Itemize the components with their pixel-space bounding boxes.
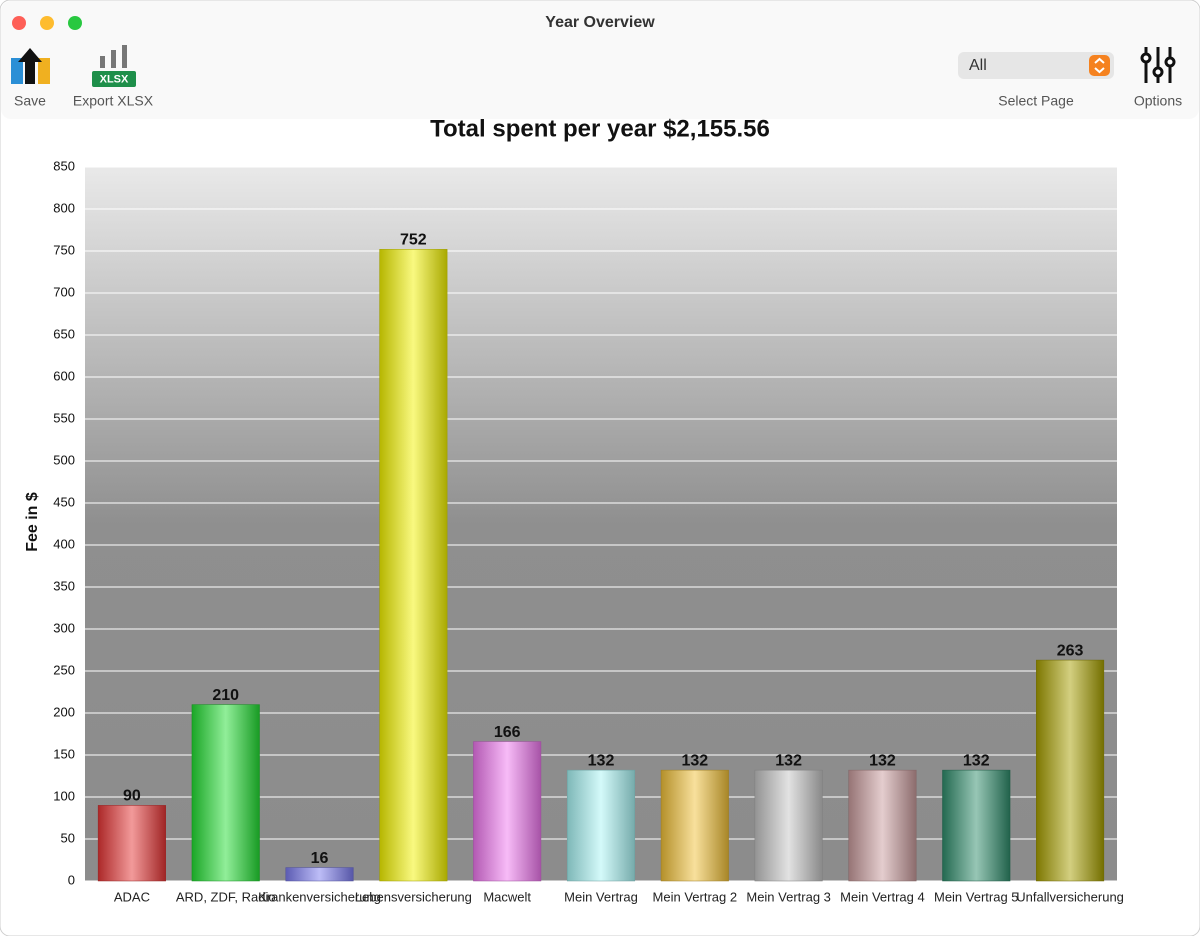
y-tick-label: 200 (53, 704, 75, 719)
y-tick-label: 800 (53, 200, 75, 215)
x-tick-label: Unfallversicherung (1016, 889, 1124, 904)
y-tick-label: 100 (53, 788, 75, 803)
export-icon-text: XLSX (100, 73, 129, 85)
options-icon (1164, 56, 1176, 68)
select-value: All (969, 57, 987, 74)
save-icon (11, 58, 23, 84)
value-label: 16 (311, 850, 329, 867)
bar (285, 867, 354, 882)
close-button[interactable] (12, 16, 26, 30)
bar (473, 741, 542, 882)
y-tick-label: 500 (53, 452, 75, 467)
options-icon (1152, 66, 1164, 78)
x-tick-label: Mein Vertrag (564, 889, 638, 904)
y-tick-label: 700 (53, 284, 75, 299)
y-tick-label: 150 (53, 746, 75, 761)
window-title: Year Overview (545, 14, 655, 31)
toolbar-bg (1, 1, 1199, 119)
y-tick-label: 450 (53, 494, 75, 509)
y-tick-label: 0 (68, 872, 75, 887)
options-icon (1140, 52, 1152, 64)
y-tick-label: 550 (53, 410, 75, 425)
y-axis-label: Fee in $ (24, 492, 41, 552)
bar (1036, 659, 1105, 882)
y-tick-label: 750 (53, 242, 75, 257)
value-label: 132 (775, 752, 802, 769)
bar (379, 249, 448, 882)
x-tick-label: ARD, ZDF, Radio (176, 889, 276, 904)
export-icon (92, 71, 136, 87)
bar (660, 769, 729, 882)
export-icon (122, 45, 127, 68)
value-label: 132 (869, 752, 896, 769)
x-tick-label: Mein Vertrag 2 (653, 889, 738, 904)
zoom-button[interactable] (68, 16, 82, 30)
bar (97, 805, 166, 882)
select-box (958, 52, 1114, 79)
y-tick-label: 850 (53, 158, 75, 173)
save-button[interactable]: Save (11, 48, 50, 109)
minimize-button[interactable] (40, 16, 54, 30)
options-label: Options (1134, 93, 1182, 109)
value-label: 752 (400, 232, 427, 249)
y-tick-label: 650 (53, 326, 75, 341)
select-stepper (1089, 55, 1110, 76)
y-tick-label: 400 (53, 536, 75, 551)
options-button[interactable]: Options (1134, 47, 1182, 109)
select-label: Select Page (998, 93, 1074, 109)
x-tick-label: Macwelt (483, 889, 531, 904)
y-tick-label: 300 (53, 620, 75, 635)
y-tick-label: 350 (53, 578, 75, 593)
bar (848, 769, 917, 882)
y-tick-label: 600 (53, 368, 75, 383)
y-tick-label: 50 (61, 830, 75, 845)
bar (191, 704, 260, 882)
y-tick-label: 250 (53, 662, 75, 677)
save-icon (18, 48, 42, 84)
save-label: Save (14, 93, 46, 109)
x-tick-label: Krankenversicherung (258, 889, 381, 904)
export-icon (100, 56, 105, 68)
value-label: 263 (1057, 642, 1084, 659)
export-button[interactable]: XLSX Export XLSX (73, 45, 154, 109)
x-tick-label: ADAC (114, 889, 150, 904)
value-label: 166 (494, 724, 521, 741)
chart-title: Total spent per year $2,155.56 (430, 115, 770, 142)
value-label: 210 (212, 687, 239, 704)
bar (566, 769, 636, 882)
bar (942, 769, 1011, 882)
value-label: 132 (963, 752, 990, 769)
x-tick-label: Mein Vertrag 5 (934, 889, 1019, 904)
value-label: 132 (681, 752, 708, 769)
x-tick-label: Mein Vertrag 4 (840, 889, 925, 904)
x-tick-label: Mein Vertrag 3 (746, 889, 831, 904)
value-label: 90 (123, 788, 141, 805)
value-label: 132 (588, 752, 615, 769)
x-tick-label: Lebensversicherung (355, 889, 472, 904)
export-label: Export XLSX (73, 93, 154, 109)
bar (754, 769, 823, 882)
export-icon (111, 50, 116, 68)
save-icon (38, 58, 50, 84)
select-arrows (1094, 57, 1105, 74)
select-page[interactable]: All Select Page (958, 52, 1114, 109)
